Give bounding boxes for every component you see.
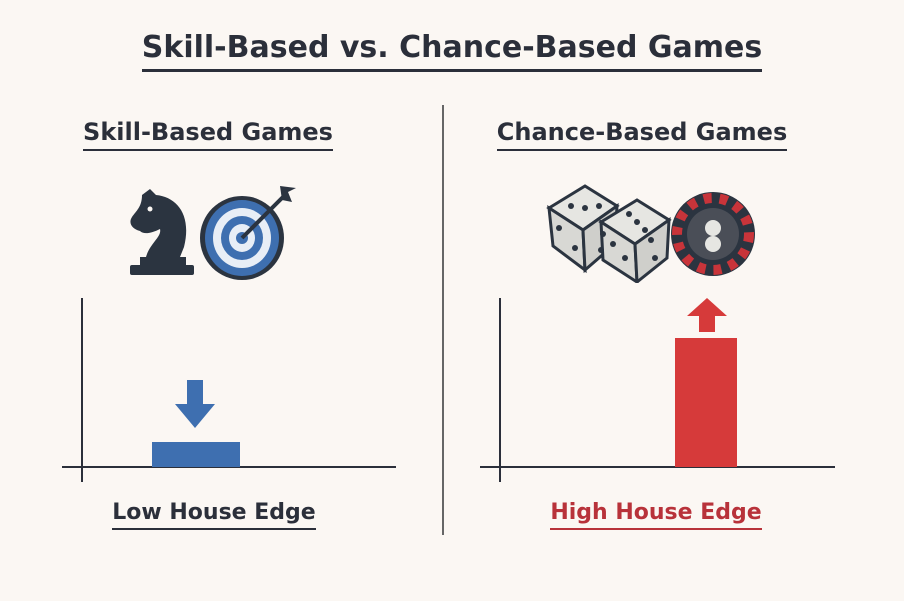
right-x-axis — [480, 466, 835, 468]
high-house-edge-bar — [675, 338, 737, 467]
arrow-up-icon — [687, 298, 727, 332]
left-y-axis — [81, 298, 83, 482]
low-house-edge-label: Low House Edge — [34, 500, 394, 530]
page-title: Skill-Based vs. Chance-Based Games — [0, 30, 904, 72]
center-divider — [442, 105, 444, 535]
chess-knight-icon — [130, 189, 194, 275]
low-house-edge-bar — [152, 442, 240, 467]
chance-heading: Chance-Based Games — [462, 118, 822, 151]
left-x-axis — [62, 466, 396, 468]
roulette-wheel-icon — [671, 192, 755, 276]
target-arrow-icon — [200, 186, 296, 280]
high-house-edge-label: High House Edge — [476, 500, 836, 530]
dice-icon — [546, 184, 672, 283]
right-y-axis — [499, 298, 501, 482]
skill-heading: Skill-Based Games — [28, 118, 388, 151]
arrow-down-icon — [175, 380, 215, 428]
